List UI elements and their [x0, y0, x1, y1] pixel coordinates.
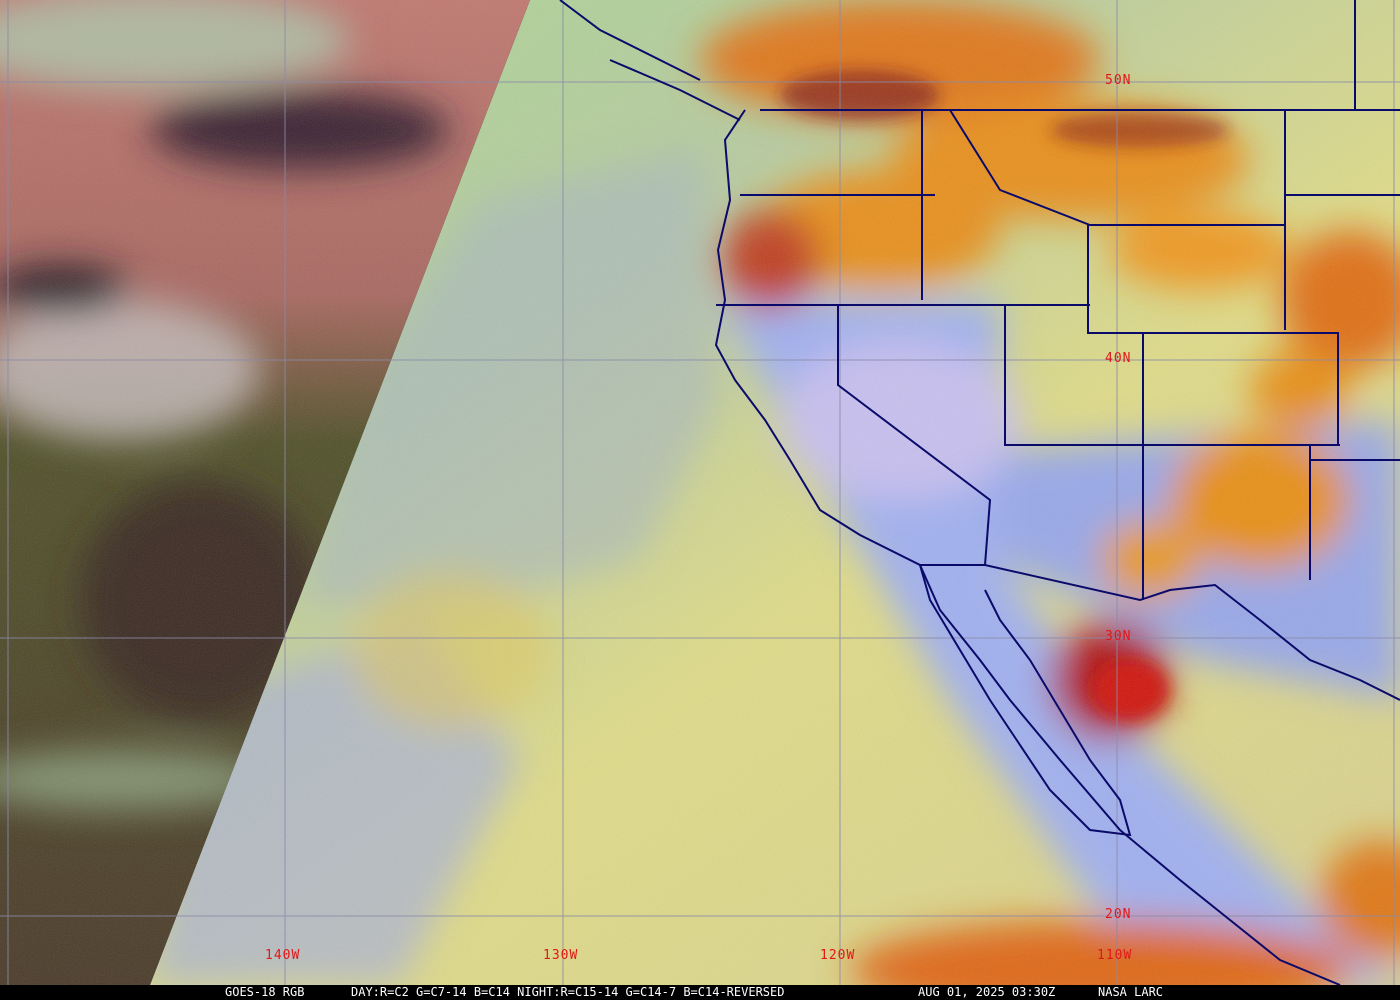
lat-label-20n: 20N: [1105, 907, 1132, 922]
borders: [559, 0, 1400, 985]
baja-peninsula: [919, 564, 1132, 837]
lon-label-140w: 140W: [265, 948, 301, 963]
rgb-recipe: DAY:R=C2 G=C7-14 B=C14 NIGHT:R=C15-14 G=…: [351, 985, 785, 999]
lon-label-110w: 110W: [1097, 948, 1133, 963]
west-coast: [714, 109, 1341, 985]
lon-label-120w: 120W: [820, 948, 856, 963]
us-mexico-border: [920, 564, 1400, 701]
product-name: GOES-18 RGB: [225, 985, 305, 999]
credit: NASA LARC: [1098, 985, 1164, 999]
id-mt: [921, 109, 1285, 300]
caption-bar: GOES-18 RGB DAY:R=C2 G=C7-14 B=C14 NIGHT…: [0, 985, 1400, 1000]
lat-label-50n: 50N: [1105, 73, 1132, 88]
canada-coast: [559, 0, 741, 121]
ca-nv: [837, 305, 992, 566]
timestamp: AUG 01, 2025 03:30Z: [918, 985, 1056, 999]
lat-label-30n: 30N: [1105, 629, 1132, 644]
nv-ut: [1004, 305, 1340, 446]
wy-co: [1087, 225, 1339, 445]
lon-label-130w: 130W: [543, 948, 579, 963]
lat-label-40n: 40N: [1105, 351, 1132, 366]
ut-az: [1142, 333, 1311, 600]
dakota: [1284, 0, 1400, 330]
